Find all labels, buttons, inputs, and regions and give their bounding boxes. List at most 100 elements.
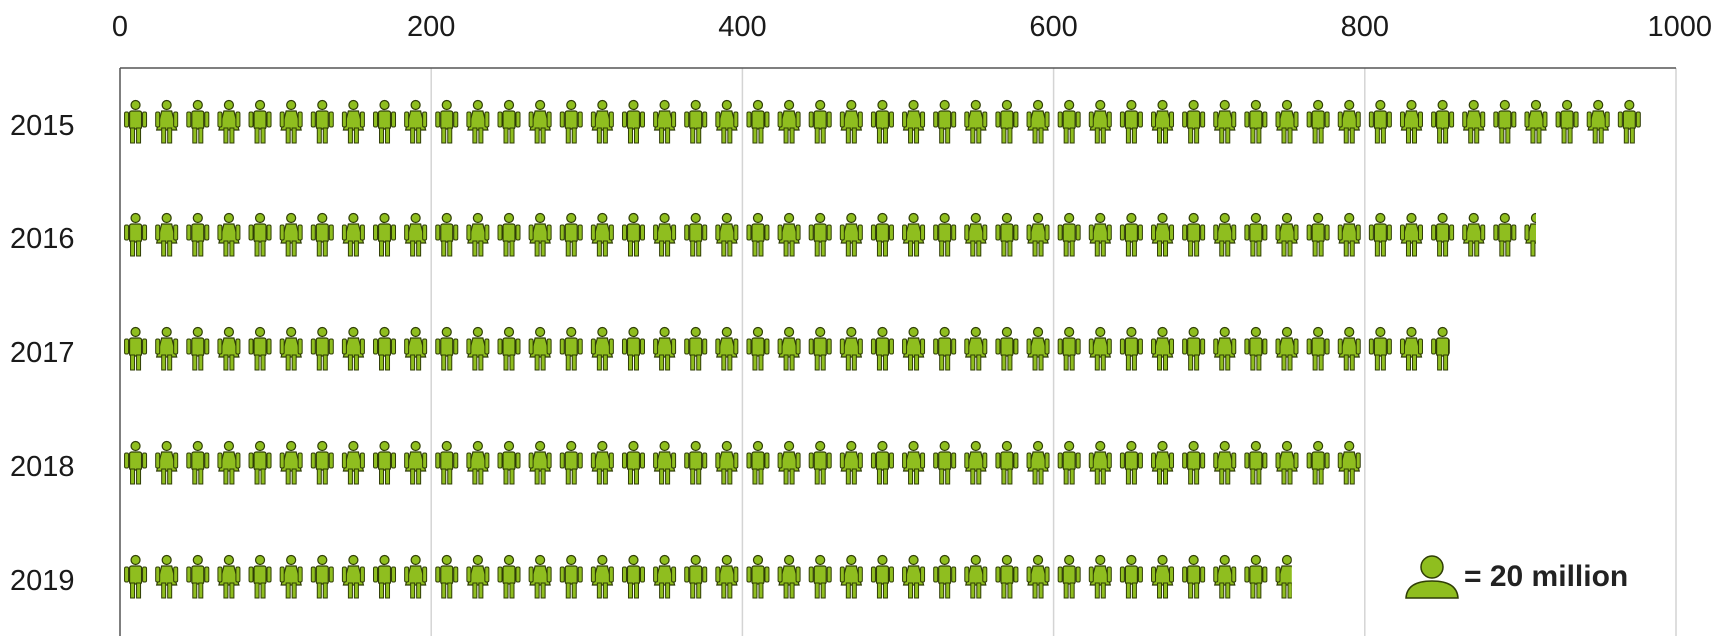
person-icon — [404, 212, 428, 257]
person-icon — [497, 212, 521, 257]
person-icon — [341, 326, 365, 371]
person-icon — [1057, 326, 1081, 371]
person-icon — [653, 554, 677, 599]
person-icon — [155, 326, 179, 371]
person-icon — [1337, 212, 1361, 257]
person-icon — [1462, 99, 1486, 144]
person-icon — [341, 554, 365, 599]
person-icon — [341, 99, 365, 144]
person-icon — [902, 212, 926, 257]
person-icon — [995, 212, 1019, 257]
person-icon — [1306, 99, 1330, 144]
person-icon — [528, 554, 552, 599]
person-icon — [1057, 212, 1081, 257]
person-icon — [248, 440, 272, 485]
category-label: 2017 — [10, 337, 75, 369]
category-label: 2016 — [10, 223, 75, 255]
person-icon — [870, 440, 894, 485]
person-icon — [1088, 212, 1112, 257]
person-icon — [341, 212, 365, 257]
person-icon — [1213, 554, 1237, 599]
person-icon — [933, 554, 957, 599]
person-icon — [995, 99, 1019, 144]
person-icon — [1493, 212, 1517, 257]
person-icon — [435, 212, 459, 257]
person-icon — [1057, 99, 1081, 144]
x-tick-label: 200 — [407, 11, 455, 43]
person-icon — [870, 554, 894, 599]
person-icon — [1088, 440, 1112, 485]
person-icon — [310, 212, 334, 257]
person-icon — [1088, 554, 1112, 599]
person-icon — [1213, 99, 1237, 144]
person-icon — [933, 326, 957, 371]
person-icon — [839, 212, 863, 257]
person-icon — [341, 440, 365, 485]
person-icon — [1213, 440, 1237, 485]
person-icon — [404, 326, 428, 371]
pictogram-row — [124, 212, 1536, 257]
person-icon — [590, 326, 614, 371]
person-icon — [621, 440, 645, 485]
person-icon — [1057, 440, 1081, 485]
person-icon — [621, 554, 645, 599]
person-icon-partial — [1275, 554, 1292, 599]
person-icon — [1182, 212, 1206, 257]
pictogram-row — [124, 99, 1641, 144]
person-icon — [1244, 99, 1268, 144]
person-icon — [1088, 326, 1112, 371]
person-icon — [964, 554, 988, 599]
person-icon — [902, 326, 926, 371]
person-icon — [1275, 440, 1299, 485]
person-icon — [373, 326, 397, 371]
person-icon — [839, 554, 863, 599]
person-icon — [528, 212, 552, 257]
grid-lines — [430, 68, 1677, 636]
person-icon — [808, 99, 832, 144]
person-icon — [1368, 99, 1392, 144]
person-icon — [466, 212, 490, 257]
legend: = 20 million — [1405, 555, 1628, 599]
category-label: 2019 — [10, 565, 75, 597]
person-icon-partial — [1524, 212, 1536, 257]
person-icon — [217, 440, 241, 485]
person-icon — [466, 440, 490, 485]
pictogram-row — [124, 326, 1450, 371]
person-icon — [1244, 212, 1268, 257]
person-icon — [155, 440, 179, 485]
person-icon — [497, 440, 521, 485]
person-icon — [310, 99, 334, 144]
person-icon — [653, 99, 677, 144]
person-icon — [1119, 99, 1143, 144]
person-icon — [621, 326, 645, 371]
legend-label: = 20 million — [1464, 560, 1628, 593]
person-icon — [186, 99, 210, 144]
person-icon — [964, 440, 988, 485]
person-icon — [1119, 440, 1143, 485]
person-icon — [808, 554, 832, 599]
person-icon — [1244, 326, 1268, 371]
person-icon — [217, 326, 241, 371]
person-icon — [559, 212, 583, 257]
person-icon — [1586, 99, 1610, 144]
person-icon — [1026, 212, 1050, 257]
person-icon — [1368, 326, 1392, 371]
person-icon — [1524, 99, 1548, 144]
person-icon — [1026, 99, 1050, 144]
person-icon — [1057, 554, 1081, 599]
person-icon — [1026, 554, 1050, 599]
x-tick-labels: 0 200 400 600 800 1000 — [112, 11, 1712, 43]
person-icon — [746, 212, 770, 257]
person-icon — [373, 554, 397, 599]
person-icon — [1617, 99, 1641, 144]
person-icon — [1275, 326, 1299, 371]
person-icon — [217, 212, 241, 257]
person-icon — [559, 554, 583, 599]
person-icon — [466, 326, 490, 371]
pictogram-row — [124, 554, 1292, 599]
person-icon — [590, 212, 614, 257]
person-icon — [248, 554, 272, 599]
person-icon — [902, 99, 926, 144]
